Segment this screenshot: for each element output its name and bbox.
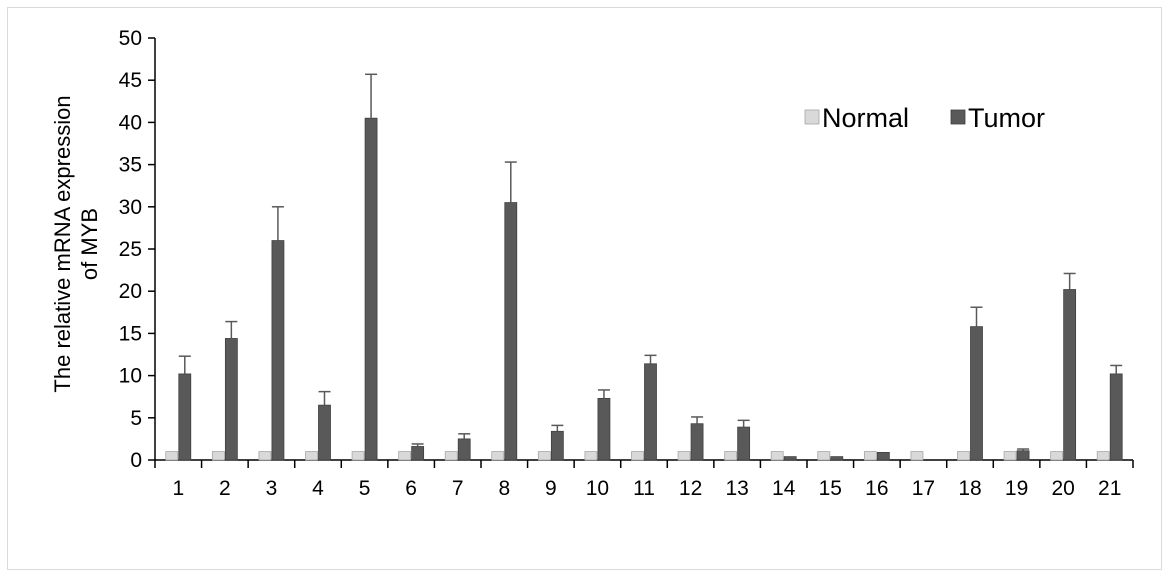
legend-label-normal: Normal (822, 103, 909, 133)
x-tick-label: 17 (912, 477, 935, 500)
legend-swatch-tumor (950, 109, 966, 125)
bar-tumor (1109, 373, 1123, 461)
bar-tumor (224, 338, 238, 461)
legend-swatch-normal (804, 109, 820, 125)
y-axis: 0 5 10 15 20 25 30 35 40 45 50 (119, 27, 156, 472)
chart-frame: The relative mRNA expression of MYB 0 5 10… (7, 7, 1162, 570)
bar-tumor (644, 363, 657, 461)
y-tick-label: 15 (119, 322, 142, 345)
bar-tumor (970, 326, 983, 461)
x-tick-label: 11 (633, 477, 655, 500)
bar-normal (305, 451, 318, 461)
y-tick-label: 45 (119, 69, 142, 92)
x-tick-label: 13 (725, 477, 748, 500)
bar-normal (770, 451, 784, 461)
bar-tumor (1016, 450, 1030, 461)
bar-tumor (1063, 289, 1077, 461)
bar-tumor (737, 426, 751, 461)
y-tick-label: 50 (119, 27, 142, 50)
x-tick-label: 18 (958, 477, 981, 500)
x-tick-label: 14 (772, 477, 796, 500)
x-tick-label: 8 (498, 477, 510, 500)
x-tick-label: 12 (679, 477, 702, 500)
bar-tumor (783, 456, 797, 461)
x-tick-label: 19 (1005, 477, 1028, 500)
bar-normal (677, 451, 691, 461)
y-tick-label: 30 (119, 196, 142, 219)
x-tick-label: 9 (545, 477, 557, 500)
x-tick-label: 6 (405, 477, 417, 500)
legend: Normal Tumor (804, 103, 1045, 133)
bar-normal (724, 451, 738, 461)
bar-normal (631, 451, 644, 461)
bar-tumor (690, 423, 704, 461)
y-axis-title: The relative mRNA expression of MYB (50, 95, 102, 392)
bar-normal (817, 451, 831, 461)
y-axis-title-line-1: The relative mRNA expression (50, 95, 75, 392)
bar-normal (444, 451, 458, 461)
y-tick-label: 0 (130, 449, 142, 472)
bar-tumor (411, 446, 425, 461)
x-tick-label: 16 (865, 477, 888, 500)
bar-chart: The relative mRNA expression of MYB 0 5 10… (50, 27, 1134, 500)
bar-tumor (318, 404, 331, 461)
bar-normal (398, 451, 412, 461)
bar-normal (1050, 451, 1064, 461)
bar-normal (584, 451, 598, 461)
bar-tumor (364, 117, 378, 461)
bar-tumor (597, 397, 611, 461)
bar-normal (491, 451, 505, 461)
x-tick-label: 10 (586, 477, 609, 500)
x-tick-label: 4 (312, 477, 324, 500)
bar-normal (910, 451, 924, 461)
bars (165, 73, 1123, 461)
bar-normal (537, 451, 551, 461)
legend-label-tumor: Tumor (968, 103, 1045, 133)
y-tick-label: 35 (119, 154, 142, 177)
bar-tumor (457, 438, 471, 461)
x-tick-label: 7 (452, 477, 464, 500)
x-tick-label: 2 (219, 477, 231, 500)
y-tick-label: 5 (130, 407, 142, 430)
bar-tumor (178, 373, 192, 461)
x-tick-label: 5 (359, 477, 371, 500)
y-tick-label: 10 (119, 365, 142, 388)
bar-normal (211, 451, 225, 461)
bar-normal (863, 451, 877, 461)
y-tick-label: 20 (119, 280, 142, 303)
x-tick-label: 3 (266, 477, 278, 500)
x-tick-label: 21 (1098, 477, 1121, 500)
y-tick-label: 40 (119, 111, 142, 134)
bar-tumor (504, 202, 518, 461)
x-tick-label: 15 (819, 477, 842, 500)
x-tick-label: 20 (1051, 477, 1074, 500)
bar-tumor (830, 456, 844, 461)
y-axis-title-line-2: of MYB (77, 208, 102, 280)
bar-normal (258, 451, 272, 461)
bar-tumor (271, 240, 285, 461)
bar-normal (1096, 451, 1110, 461)
bar-tumor (550, 430, 564, 461)
y-tick-label: 25 (119, 238, 142, 261)
bar-normal (957, 451, 970, 461)
bar-normal (165, 451, 179, 461)
x-axis: 1 2 3 4 5 6 7 8 9 10 11 12 13 14 15 16 17 18 19 20 21 (154, 459, 1134, 500)
bar-normal (351, 451, 365, 461)
x-tick-label: 1 (172, 477, 184, 500)
bar-normal (1003, 451, 1017, 461)
bar-tumor (876, 452, 890, 461)
